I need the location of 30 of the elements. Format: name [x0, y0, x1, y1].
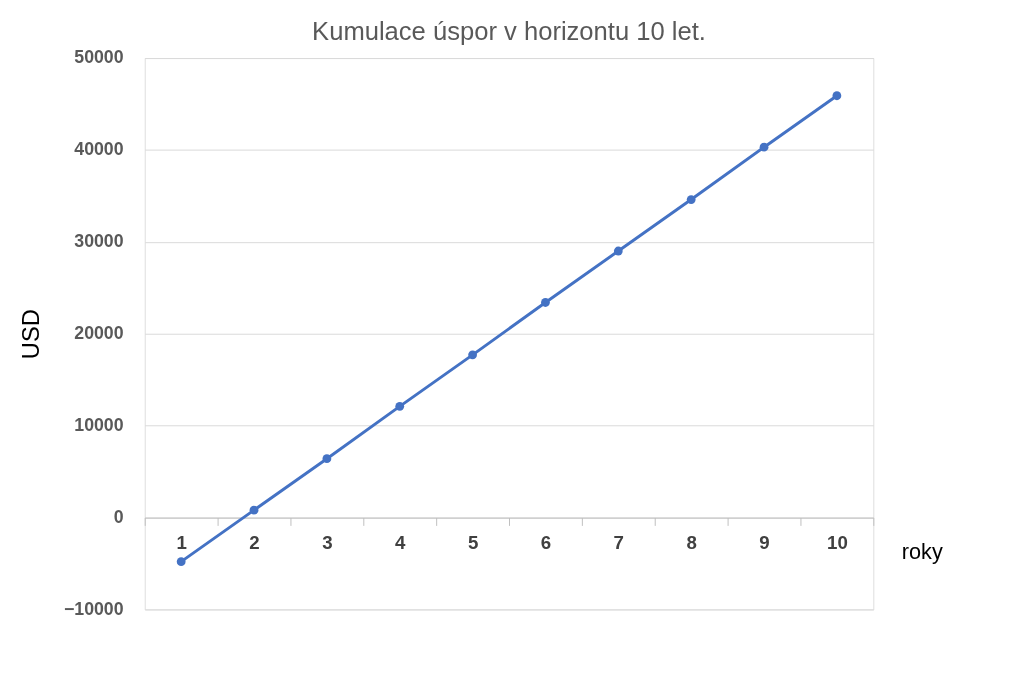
- y-tick-label: 50000: [74, 47, 124, 68]
- y-tick-label: 0: [113, 506, 124, 527]
- point: [759, 142, 769, 152]
- point: [541, 298, 550, 307]
- point: [176, 557, 186, 567]
- x-tick-label: 10: [826, 531, 848, 553]
- y-tick-label: −10000: [63, 598, 124, 619]
- x-tick-label: 3: [322, 531, 333, 553]
- point: [686, 195, 696, 204]
- chart-title: Kumulace úspor v horizontu 10 let.: [312, 17, 706, 46]
- x-tick-label: 8: [686, 531, 697, 553]
- y-tick-label: 30000: [74, 231, 124, 252]
- y-axis-title: USD: [18, 309, 45, 360]
- point: [322, 454, 332, 464]
- y-tick-label: 20000: [74, 323, 124, 344]
- point: [395, 401, 405, 411]
- point: [468, 350, 477, 360]
- x-tick-label: 4: [395, 531, 407, 553]
- x-tick-label: 7: [613, 531, 625, 553]
- x-axis-title: roky: [901, 539, 943, 565]
- point: [832, 91, 842, 101]
- point: [613, 246, 623, 256]
- x-tick-label: 9: [759, 531, 770, 553]
- y-tick-label: 10000: [74, 415, 124, 436]
- x-tick-label: 5: [467, 531, 479, 553]
- point: [249, 505, 259, 515]
- y-tick-label: 40000: [74, 139, 124, 160]
- x-tick-label: 1: [176, 531, 187, 553]
- x-tick-label: 6: [540, 531, 552, 553]
- x-tick-label: 2: [249, 531, 260, 553]
